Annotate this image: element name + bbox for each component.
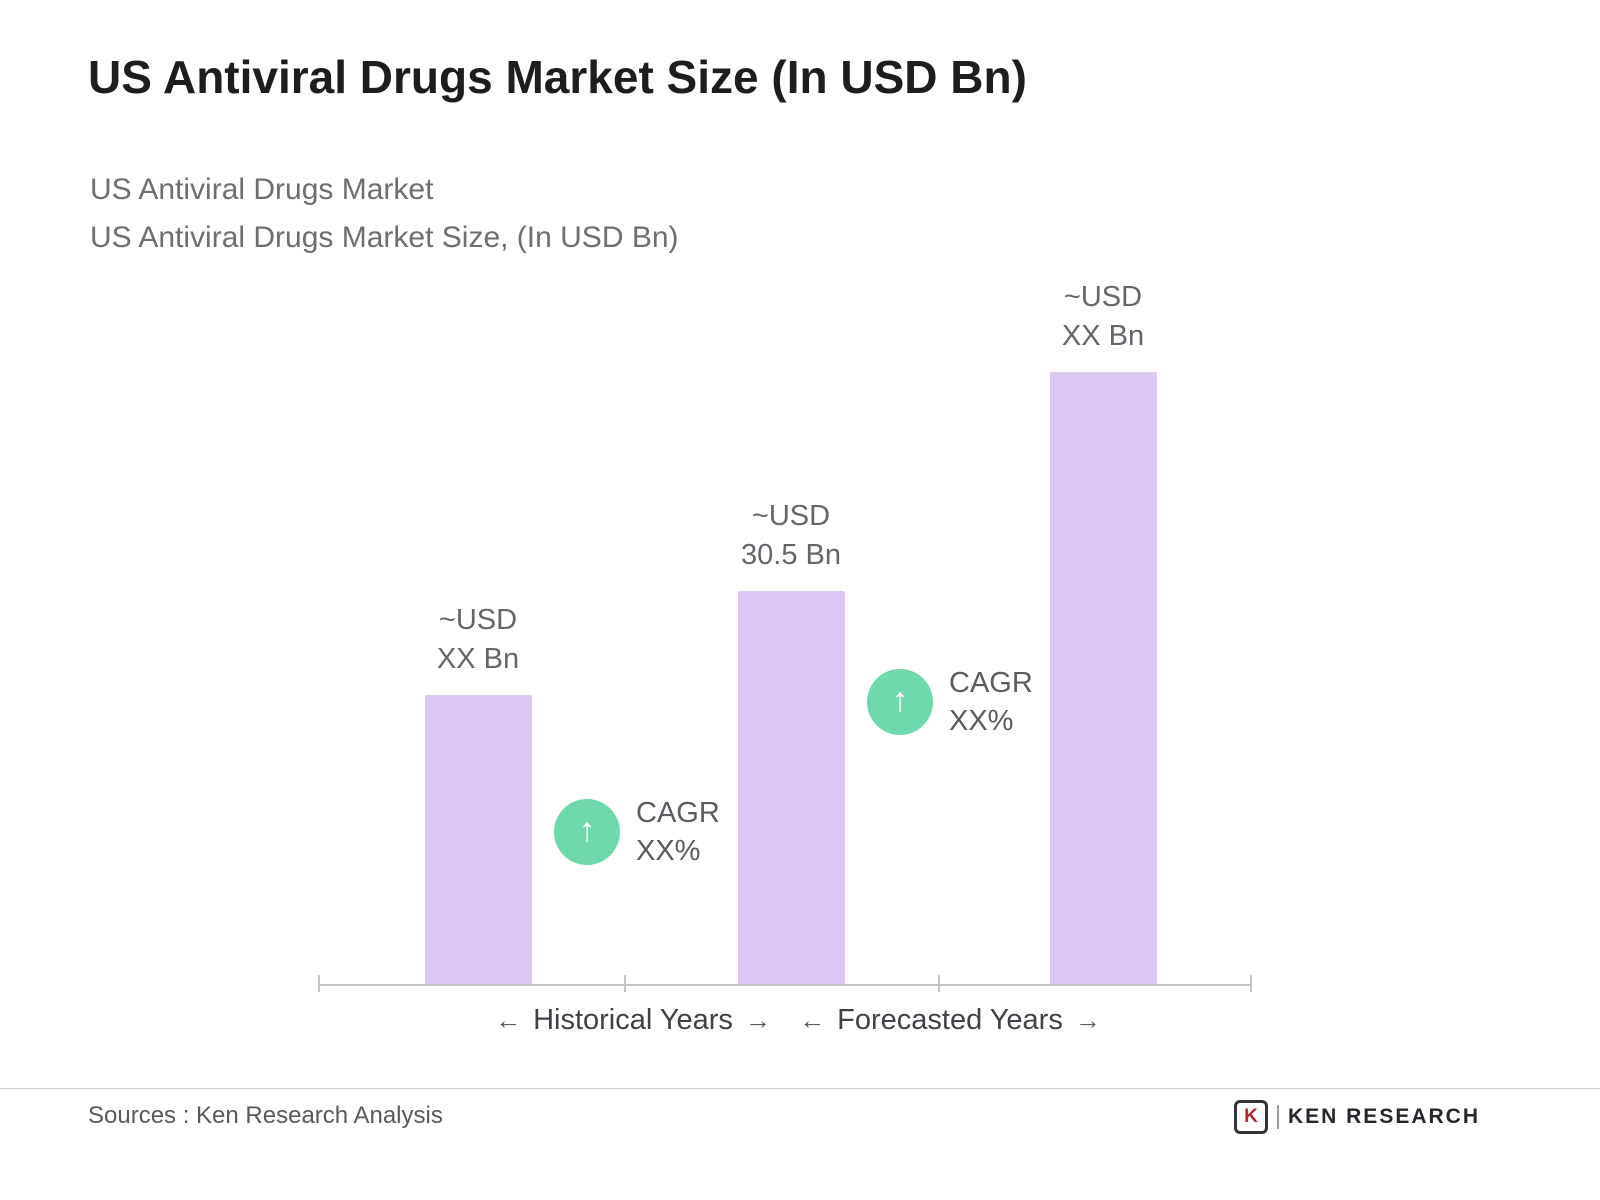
ken-research-logo-icon: K [1233, 1100, 1268, 1134]
arrow-right-icon: → [1074, 1005, 1101, 1035]
subtitle-line-1: US Antiviral Drugs Market [90, 173, 434, 206]
arrow-right-icon: → [744, 1005, 771, 1035]
cagr-text: CAGR XX% [949, 664, 1033, 741]
logo-wordmark: KEN RESEARCH [1287, 1105, 1480, 1128]
bar-label-line-2: XX Bn [1061, 319, 1145, 352]
cagr-label: CAGR [949, 667, 1033, 699]
footer-divider [0, 1088, 1600, 1089]
bar-value-label: ~USD XX Bn [437, 601, 519, 679]
sources-text: Sources : Ken Research Analysis [88, 1102, 443, 1129]
bar [1049, 372, 1157, 985]
axis-tick [938, 975, 940, 992]
arrow-left-icon: ← [495, 1005, 522, 1035]
logo-k-letter: K [1244, 1106, 1258, 1127]
bar-label-line-1: ~USD [1063, 280, 1143, 313]
bar-group-forecast-end: ~USD XX Bn [953, 278, 1253, 985]
cagr-value: XX% [636, 835, 701, 868]
axis-label-historical-years: ← Historical Years → [443, 1004, 823, 1037]
subtitle-line-2: US Antiviral Drugs Market Size, (In USD … [90, 221, 679, 254]
axis-group-label: Forecasted Years [837, 1004, 1063, 1036]
cagr-badge-forecast: ↑ CAGR XX% [867, 664, 1033, 741]
logo-separator [1276, 1105, 1279, 1129]
bar-label-line-1: ~USD [438, 603, 518, 636]
page-title: US Antiviral Drugs Market Size (In USD B… [88, 51, 1027, 103]
bar [737, 591, 845, 985]
cagr-label: CAGR [636, 797, 720, 829]
bar-group-historical-start: ~USD XX Bn [328, 601, 628, 985]
growth-circle: ↑ [867, 669, 933, 736]
cagr-value: XX% [949, 705, 1014, 738]
axis-label-forecasted-years: ← Forecasted Years → [760, 1004, 1140, 1037]
axis-tick [318, 975, 320, 992]
bar-value-label: ~USD 30.5 Bn [741, 497, 841, 575]
cagr-badge-historical: ↑ CAGR XX% [554, 794, 720, 871]
bar [424, 695, 532, 985]
bar-group-current: ~USD 30.5 Bn [641, 497, 941, 985]
bar-label-line-1: ~USD [751, 499, 831, 532]
axis-group-label: Historical Years [533, 1004, 733, 1036]
bar-value-label: ~USD XX Bn [1062, 278, 1144, 356]
arrow-left-icon: ← [799, 1005, 826, 1035]
arrow-up-icon: ↑ [578, 811, 596, 850]
ken-research-logo: K KEN RESEARCH [1233, 1100, 1480, 1134]
x-axis-line [318, 984, 1252, 986]
bar-label-line-2: 30.5 Bn [741, 538, 841, 571]
arrow-up-icon: ↑ [891, 681, 909, 720]
axis-tick [624, 975, 626, 992]
growth-circle: ↑ [554, 799, 620, 866]
chart-subtitle: US Antiviral Drugs Market US Antiviral D… [90, 166, 679, 262]
axis-tick [1250, 975, 1252, 992]
bar-label-line-2: XX Bn [436, 642, 520, 675]
cagr-text: CAGR XX% [636, 794, 720, 871]
